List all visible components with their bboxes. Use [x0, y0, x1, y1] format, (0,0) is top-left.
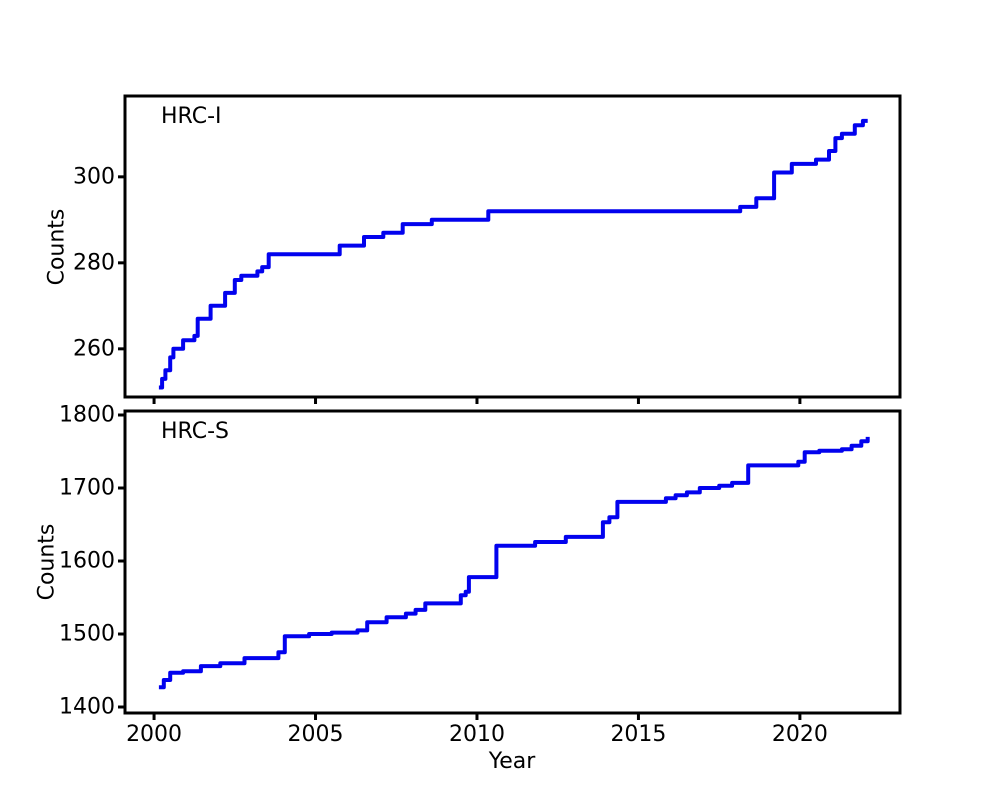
y-tick-label: 280 — [73, 250, 115, 276]
x-tick-label: 2005 — [287, 722, 344, 747]
axes-frame — [123, 94, 902, 399]
y-tick-label: 300 — [73, 164, 115, 190]
y-tick-label: 260 — [73, 336, 115, 362]
x-tick-label: 2020 — [771, 722, 828, 747]
x-tick-label: 2010 — [448, 722, 505, 747]
x-tick-label: 2015 — [610, 722, 667, 747]
y-tick-label: 1700 — [59, 475, 115, 501]
y-tick-label: 1800 — [59, 402, 115, 428]
panel-label-hrc-s: HRC-S — [161, 419, 229, 444]
y-tick-label: 1600 — [59, 548, 115, 574]
axes-frame — [123, 409, 902, 715]
y-tick-label: 1400 — [59, 694, 115, 720]
panel-label-hrc-i: HRC-I — [161, 104, 222, 129]
data-line-hrc-i — [158, 118, 868, 390]
x-axis-label: Year — [488, 749, 536, 774]
data-line-hrc-s — [158, 436, 870, 690]
y-tick-label: 1500 — [59, 621, 115, 647]
x-tick-label: 2000 — [126, 722, 183, 747]
